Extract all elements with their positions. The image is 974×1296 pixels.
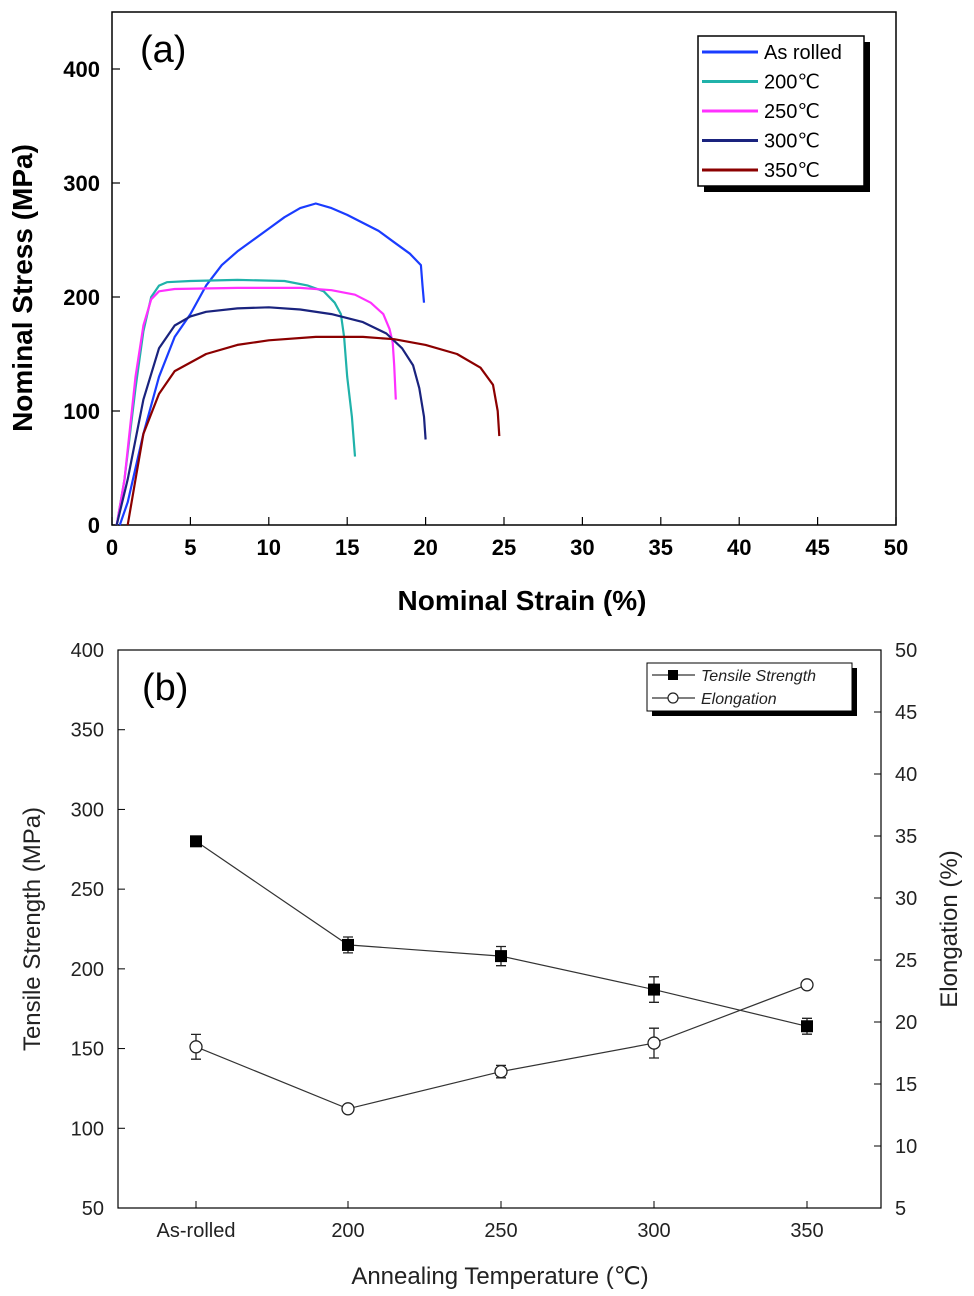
panel-b-legend-marker [667, 692, 679, 704]
panel-b-legend-label: Elongation [701, 691, 777, 708]
panel-b-x-tick-label: 350 [790, 1220, 823, 1242]
panel-a-legend-label: As rolled [764, 42, 842, 64]
panel-b-y2-tick-label: 45 [895, 702, 917, 724]
panel-a-legend-label: 300℃ [764, 131, 820, 153]
panel-b-y2-tick-label: 30 [895, 888, 917, 910]
panel-b-tensile-marker [342, 938, 354, 951]
panel-a-x-tick-label: 50 [884, 535, 908, 560]
panel-a-x-tick-label: 25 [492, 535, 516, 560]
panel-b-y2-tick-label: 20 [895, 1012, 917, 1034]
panel-b-series [189, 835, 814, 1116]
panel-a-series-line-4 [126, 335, 501, 526]
panel-b-tensile-marker [190, 835, 202, 848]
panel-b-y-tick-label: 300 [71, 799, 104, 821]
panel-b-tensile-marker [801, 1020, 813, 1033]
panel-b-y-tick-label: 250 [71, 879, 104, 901]
panel-b-tag: (b) [142, 667, 188, 709]
panel-b-y-tick-label: 400 [71, 640, 104, 662]
panel-b-elongation-marker [341, 1102, 355, 1116]
panel-a-x-tick-label: 5 [184, 535, 196, 560]
panel-b-y2-tick-label: 15 [895, 1074, 917, 1096]
panel-b-x-axis-label: Annealing Temperature (℃) [351, 1263, 648, 1290]
panel-a-series-line-3 [115, 306, 427, 526]
panel-b-x-tick-label: As-rolled [157, 1220, 236, 1242]
panel-a-x-tick-label: 30 [570, 535, 594, 560]
panel-a-y-tick-label: 400 [63, 57, 100, 82]
panel-a-stress-strain-chart: 0 5 10 15 20 25 30 35 40 45 50 0 100 200 300 400 (a) No… [7, 11, 908, 616]
panel-b-y2-tick-label: 5 [895, 1198, 906, 1220]
panel-b-legend-marker [668, 670, 678, 680]
panel-b-y-tick-label: 50 [82, 1198, 104, 1220]
panel-a-y-tick-label: 200 [63, 285, 100, 310]
panel-b-tensile-marker [495, 950, 507, 963]
panel-a-x-tick-label: 40 [727, 535, 751, 560]
panel-a-y-tick-label: 300 [63, 171, 100, 196]
panel-b-plot-frame [117, 649, 882, 1209]
panel-a-x-tick-label: 0 [106, 535, 118, 560]
panel-b-annealing-chart: As-rolled 200 250 300 350 50 100 150 200 250 300 35… [19, 640, 963, 1290]
panel-b-y2-tick-label: 40 [895, 764, 917, 786]
panel-b-y-axis-label: Tensile Strength (MPa) [19, 807, 46, 1051]
panel-b-elongation-marker [189, 1040, 203, 1054]
panel-a-y-tick-label: 0 [88, 513, 100, 538]
panel-b-legend-box [646, 662, 853, 712]
panel-a-legend-label: 250℃ [764, 101, 820, 123]
panel-a-series-lines [115, 202, 501, 526]
panel-a-x-tick-label: 20 [413, 535, 437, 560]
panel-b-y-tick-label: 200 [71, 959, 104, 981]
panel-b-x-tick-label: 250 [484, 1220, 517, 1242]
panel-a-tag: (a) [140, 29, 186, 71]
panel-b-y2-tick-label: 50 [895, 640, 917, 662]
panel-b-y-tick-label: 100 [71, 1118, 104, 1140]
panel-a-x-tick-label: 15 [335, 535, 359, 560]
panel-a-x-tick-label: 35 [649, 535, 673, 560]
panel-b-tensile-marker [648, 983, 660, 996]
panel-b-x-tick-label: 300 [637, 1220, 670, 1242]
panel-b-y2-tick-label: 35 [895, 826, 917, 848]
panel-b-legend: Tensile Strength Elongation [646, 662, 857, 716]
panel-b-y-tick-label: 350 [71, 720, 104, 742]
panel-b-elongation-marker [494, 1064, 508, 1079]
panel-b-elongation-marker [647, 1036, 661, 1050]
panel-a-series-line-2 [115, 286, 397, 526]
panel-a-series-line-0 [118, 202, 426, 526]
panel-a-y-axis-label: Nominal Stress (MPa) [7, 144, 38, 432]
panel-b-series-line-1 [195, 984, 808, 1110]
panel-a-axes: 0 5 10 15 20 25 30 35 40 45 50 0 100 200 300 400 [63, 57, 908, 560]
panel-a-x-tick-label: 45 [805, 535, 829, 560]
panel-b-y2-tick-label: 10 [895, 1136, 917, 1158]
panel-a-legend: As rolled 200℃ 250℃ 300℃ 350℃ [697, 35, 870, 192]
panel-b-axes: As-rolled 200 250 300 350 50 100 150 200 250 300 35… [71, 640, 918, 1242]
panel-b-legend-label: Tensile Strength [701, 668, 816, 685]
panel-a-x-axis-label: Nominal Strain (%) [398, 585, 647, 616]
panel-b-x-tick-label: 200 [331, 1220, 364, 1242]
panel-a-legend-label: 350℃ [764, 160, 820, 182]
panel-b-y2-tick-label: 25 [895, 950, 917, 972]
panel-a-x-tick-label: 10 [257, 535, 281, 560]
panel-b-elongation-marker [800, 978, 814, 992]
panel-b-y2-axis-label: Elongation (%) [936, 850, 963, 1007]
panel-a-y-tick-label: 100 [63, 399, 100, 424]
panel-b-series-line-0 [195, 840, 808, 1027]
panel-a-legend-label: 200℃ [764, 72, 820, 94]
panel-b-y-tick-label: 150 [71, 1039, 104, 1061]
